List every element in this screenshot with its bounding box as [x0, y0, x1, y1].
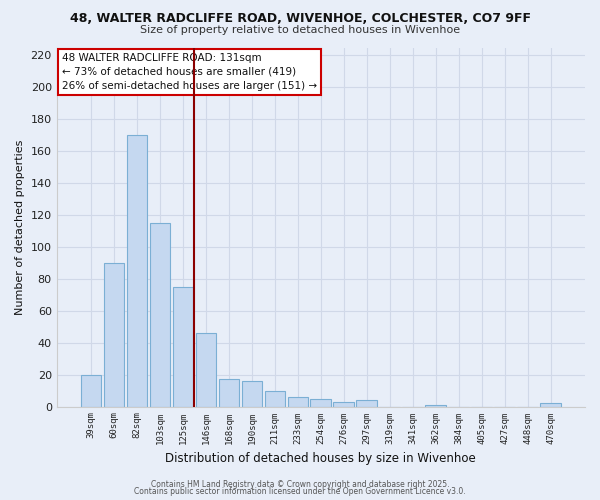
Bar	[541, 404, 561, 406]
Bar	[356, 400, 377, 406]
Bar	[334, 402, 354, 406]
Bar	[242, 381, 262, 406]
Bar	[265, 390, 285, 406]
Bar	[173, 287, 193, 406]
Text: Contains public sector information licensed under the Open Government Licence v3: Contains public sector information licen…	[134, 487, 466, 496]
Bar	[80, 374, 101, 406]
Bar	[127, 136, 148, 406]
Bar	[149, 223, 170, 406]
Text: Contains HM Land Registry data © Crown copyright and database right 2025.: Contains HM Land Registry data © Crown c…	[151, 480, 449, 489]
Bar	[218, 380, 239, 406]
Bar	[287, 397, 308, 406]
Text: 48, WALTER RADCLIFFE ROAD, WIVENHOE, COLCHESTER, CO7 9FF: 48, WALTER RADCLIFFE ROAD, WIVENHOE, COL…	[70, 12, 530, 26]
Bar	[425, 405, 446, 406]
Bar	[196, 333, 216, 406]
Bar	[310, 398, 331, 406]
Text: 48 WALTER RADCLIFFE ROAD: 131sqm
← 73% of detached houses are smaller (419)
26% : 48 WALTER RADCLIFFE ROAD: 131sqm ← 73% o…	[62, 53, 317, 91]
Bar	[104, 263, 124, 406]
X-axis label: Distribution of detached houses by size in Wivenhoe: Distribution of detached houses by size …	[166, 452, 476, 465]
Y-axis label: Number of detached properties: Number of detached properties	[15, 140, 25, 314]
Text: Size of property relative to detached houses in Wivenhoe: Size of property relative to detached ho…	[140, 25, 460, 35]
